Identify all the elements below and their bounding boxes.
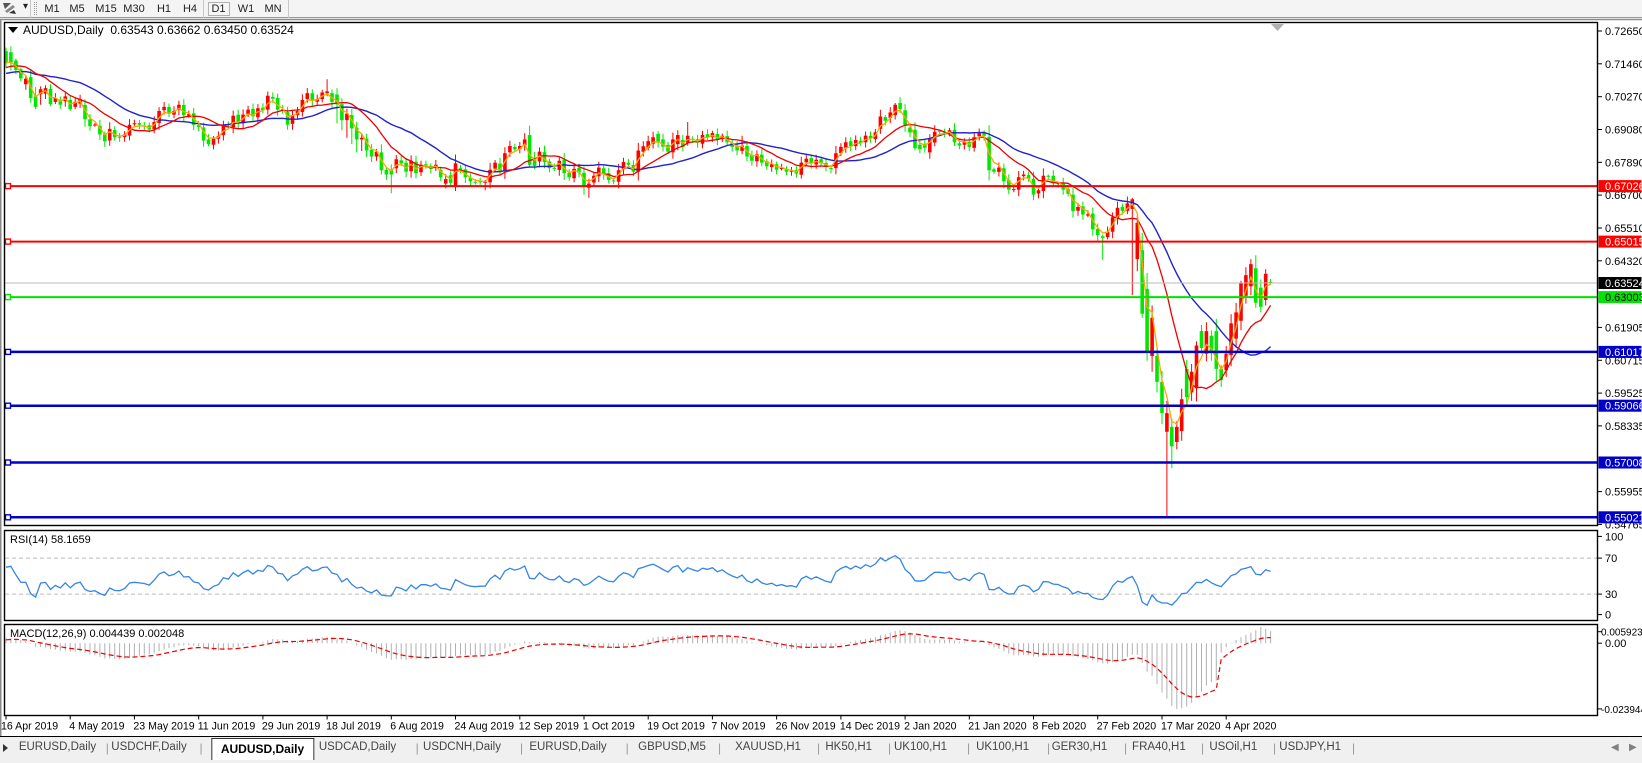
svg-text:2 Jan 2020: 2 Jan 2020	[904, 721, 957, 733]
svg-text:0.61017: 0.61017	[1605, 347, 1642, 359]
svg-text:0.72650: 0.72650	[1605, 26, 1642, 38]
svg-text:0.61905: 0.61905	[1605, 322, 1642, 334]
svg-text:70: 70	[1605, 553, 1617, 565]
svg-text:4 May 2019: 4 May 2019	[69, 721, 124, 733]
svg-text:0.59525: 0.59525	[1605, 388, 1642, 400]
svg-text:8 Feb 2020: 8 Feb 2020	[1033, 721, 1087, 733]
svg-text:0: 0	[1605, 610, 1611, 622]
svg-text:0.66700: 0.66700	[1605, 190, 1642, 202]
svg-text:19 Oct 2019: 19 Oct 2019	[647, 721, 705, 733]
svg-text:0.65510: 0.65510	[1605, 223, 1642, 235]
svg-text:0.67026: 0.67026	[1605, 181, 1642, 193]
svg-text:11 Jun 2019: 11 Jun 2019	[198, 721, 256, 733]
svg-text:7 Nov 2019: 7 Nov 2019	[711, 721, 765, 733]
svg-text:0.55955: 0.55955	[1605, 487, 1642, 499]
svg-text:RSI(14) 58.1659: RSI(14) 58.1659	[10, 534, 91, 546]
svg-text:0.005923: 0.005923	[1601, 628, 1642, 639]
svg-text:21 Jan 2020: 21 Jan 2020	[968, 721, 1026, 733]
svg-text:0.60715: 0.60715	[1605, 355, 1642, 367]
svg-text:30: 30	[1605, 589, 1617, 601]
svg-text:29 Jun 2019: 29 Jun 2019	[262, 721, 320, 733]
svg-text:18 Jul 2019: 18 Jul 2019	[326, 721, 381, 733]
svg-text:0.69080: 0.69080	[1605, 125, 1642, 137]
svg-text:MACD(12,26,9) 0.004439 0.00204: MACD(12,26,9) 0.004439 0.002048	[10, 628, 184, 640]
svg-text:27 Feb 2020: 27 Feb 2020	[1097, 721, 1157, 733]
svg-text:0.63524: 0.63524	[1605, 278, 1642, 290]
svg-text:100: 100	[1605, 531, 1623, 543]
svg-text:0.63003: 0.63003	[1605, 292, 1642, 304]
svg-text:16 Apr 2019: 16 Apr 2019	[1, 721, 58, 733]
svg-text:14 Dec 2019: 14 Dec 2019	[840, 721, 900, 733]
svg-text:0.64320: 0.64320	[1605, 256, 1642, 268]
svg-text:17 Mar 2020: 17 Mar 2020	[1161, 721, 1221, 733]
svg-text:4 Apr 2020: 4 Apr 2020	[1225, 721, 1276, 733]
svg-text:0.57008: 0.57008	[1605, 458, 1642, 470]
svg-text:6 Aug 2019: 6 Aug 2019	[390, 721, 444, 733]
svg-text:26 Nov 2019: 26 Nov 2019	[776, 721, 836, 733]
svg-text:1 Oct 2019: 1 Oct 2019	[583, 721, 635, 733]
svg-text:0.70270: 0.70270	[1605, 92, 1642, 104]
svg-text:0.59066: 0.59066	[1605, 401, 1642, 413]
svg-text:0.71460: 0.71460	[1605, 59, 1642, 71]
svg-text:24 Aug 2019: 24 Aug 2019	[455, 721, 515, 733]
svg-text:0.55021: 0.55021	[1605, 512, 1642, 524]
svg-text:0.00: 0.00	[1605, 638, 1626, 650]
svg-text:0.67890: 0.67890	[1605, 157, 1642, 169]
svg-text:0.65015: 0.65015	[1605, 237, 1642, 249]
svg-text:23 May 2019: 23 May 2019	[133, 721, 194, 733]
svg-text:AUDUSD,Daily 0.63543 0.63662: AUDUSD,Daily 0.63543 0.63662 0.63450 0.6…	[23, 23, 294, 37]
svg-text:12 Sep 2019: 12 Sep 2019	[519, 721, 579, 733]
svg-text:-0.023944: -0.023944	[1601, 705, 1642, 716]
svg-text:0.58335: 0.58335	[1605, 421, 1642, 433]
